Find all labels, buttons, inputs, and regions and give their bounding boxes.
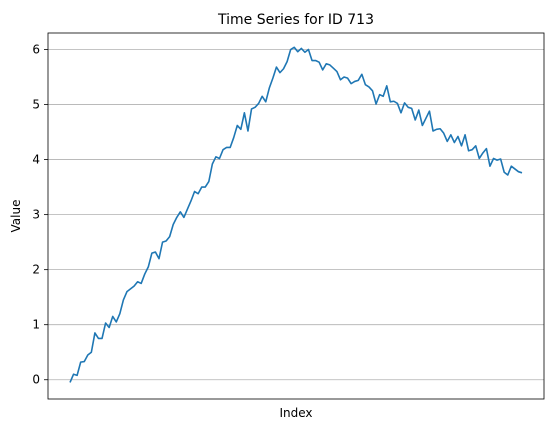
y-tick-label: 0 bbox=[32, 373, 40, 387]
y-tick-label: 1 bbox=[32, 318, 40, 332]
y-tick-label: 5 bbox=[32, 98, 40, 112]
chart-title: Time Series for ID 713 bbox=[217, 12, 374, 28]
y-tick-label: 2 bbox=[32, 263, 40, 277]
y-axis-label: Value bbox=[9, 200, 23, 233]
y-axis-ticks: 0 1 2 3 4 5 6 bbox=[32, 43, 48, 387]
series-line bbox=[69, 46, 523, 383]
y-tick-label: 3 bbox=[32, 208, 40, 222]
x-axis-label: Index bbox=[279, 406, 312, 420]
series-group bbox=[69, 46, 523, 383]
plot-frame bbox=[47, 32, 545, 400]
y-gridlines bbox=[48, 49, 544, 381]
y-tick-label: 4 bbox=[32, 153, 40, 167]
y-tick-label: 6 bbox=[32, 43, 40, 57]
